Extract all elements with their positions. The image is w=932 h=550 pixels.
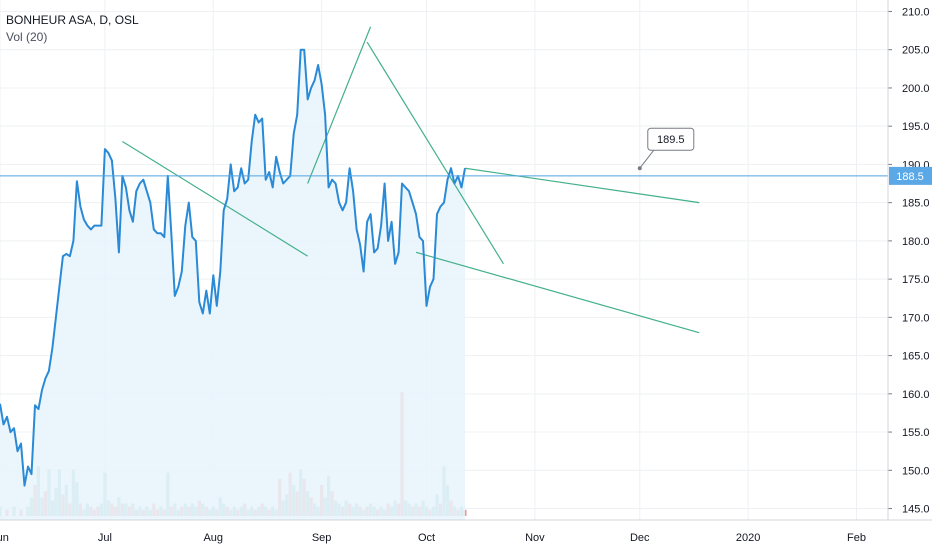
callout-text: 189.5 — [657, 134, 685, 146]
trendline — [122, 140, 308, 257]
price-line — [0, 48, 466, 487]
price-callout: 189.5 — [637, 127, 695, 171]
trendline — [464, 167, 700, 204]
y-tick-label: 160.0 — [902, 389, 930, 401]
x-tick-label: Jul — [98, 532, 112, 544]
x-tick-label: Oct — [418, 532, 435, 544]
last-price-badge-bg — [889, 166, 932, 185]
y-tick-label: 205.0 — [902, 45, 930, 57]
y-tick-label: 175.0 — [902, 274, 930, 286]
x-tick-label: 2020 — [736, 532, 760, 544]
y-tick-label: 165.0 — [902, 351, 930, 363]
x-tick-label: Aug — [203, 532, 223, 544]
y-tick-label: 145.0 — [902, 504, 930, 516]
y-tick-label: 170.0 — [902, 312, 930, 324]
callout-pointer — [639, 149, 655, 169]
x-tick-label: Dec — [630, 532, 650, 544]
trendline — [415, 251, 700, 334]
y-tick-label: 180.0 — [902, 236, 930, 248]
x-tick-label: Nov — [525, 532, 545, 544]
y-tick-label: 155.0 — [902, 427, 930, 439]
y-tick-label: 200.0 — [902, 83, 930, 95]
y-tick-label: 150.0 — [902, 465, 930, 477]
x-tick-label: Sep — [312, 532, 332, 544]
x-tick-label: Feb — [847, 532, 866, 544]
indicator-label[interactable]: Vol (20) — [6, 30, 48, 44]
x-tick-label: Jun — [0, 532, 9, 544]
trendline — [366, 41, 504, 265]
price-axis[interactable]: 210.0205.0200.0195.0190.0185.0180.0175.0… — [887, 0, 930, 520]
price-area-fill — [0, 49, 465, 520]
trendlines[interactable] — [122, 26, 700, 334]
time-axis[interactable]: Jun Jul Aug Sep Oct Nov Dec 2020 Feb — [0, 519, 932, 544]
symbol-title[interactable]: BONHEUR ASA, D, OSL — [6, 13, 139, 27]
callout-box — [647, 127, 695, 151]
chart-legend[interactable]: BONHEUR ASA, D, OSL Vol (20) — [6, 12, 139, 46]
callout-anchor — [637, 166, 642, 171]
last-price-label: 188.5 — [896, 171, 924, 183]
y-tick-label: 195.0 — [902, 121, 930, 133]
y-tick-label: 185.0 — [902, 198, 930, 210]
trendline — [307, 26, 372, 184]
last-price-badge: 188.5 — [889, 166, 932, 185]
y-tick-label: 210.0 — [902, 6, 930, 18]
